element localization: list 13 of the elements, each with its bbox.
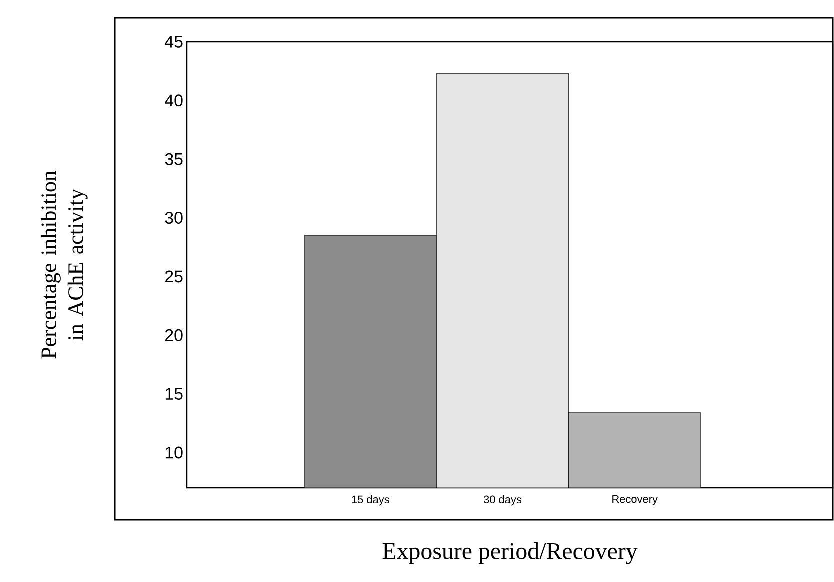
y-tick-label: 35 (165, 153, 183, 166)
y-tick-label: 10 (166, 446, 183, 459)
y-axis-title: Percentage inhibition in AChE activity (40, 170, 88, 359)
x-axis-title: Exposure period/Recovery (382, 542, 638, 564)
y-tick-label: 30 (165, 212, 183, 224)
y-tick-label: 40 (165, 94, 183, 107)
y-tick-label: 25 (166, 270, 183, 283)
y-tick-label: 45 (165, 36, 183, 48)
y-tick-label: 15 (166, 388, 183, 400)
x-tick-label: 15 days (352, 496, 390, 506)
x-tick-label: 30 days (484, 496, 522, 506)
x-tick-label: Recovery (612, 496, 658, 506)
y-tick-label: 20 (166, 329, 183, 342)
